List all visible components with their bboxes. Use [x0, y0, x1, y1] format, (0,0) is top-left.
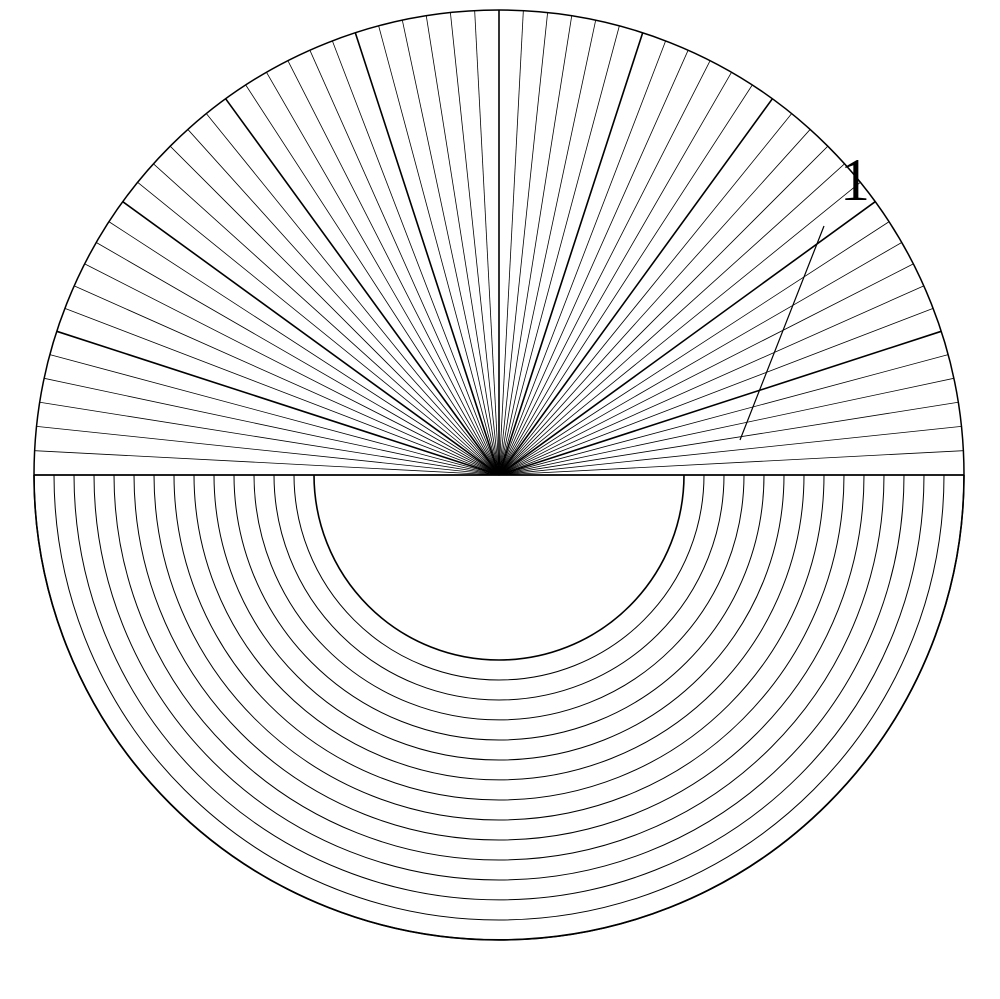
radial-grid-diagram: 1: [0, 0, 1000, 999]
callout-label: 1: [840, 147, 870, 213]
